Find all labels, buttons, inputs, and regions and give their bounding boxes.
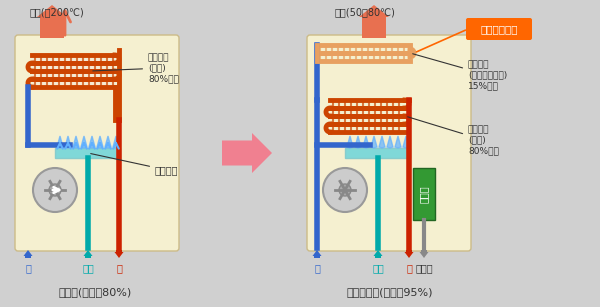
Text: 水: 水 (314, 263, 320, 273)
FancyArrow shape (404, 250, 413, 258)
Text: 湯: 湯 (116, 263, 122, 273)
FancyArrow shape (115, 250, 124, 258)
Circle shape (33, 168, 77, 212)
Polygon shape (65, 136, 71, 148)
Bar (345, 148, 410, 158)
FancyArrow shape (23, 250, 32, 258)
Text: 一次熱交
(銅製)
80%回収: 一次熱交 (銅製) 80%回収 (407, 117, 499, 155)
Text: 従来型(効率綄80%): 従来型(効率綄80%) (58, 287, 131, 297)
Polygon shape (81, 136, 87, 148)
FancyArrow shape (359, 5, 389, 38)
Bar (413, 168, 435, 220)
Polygon shape (113, 136, 119, 148)
Text: ガス: ガス (82, 263, 94, 273)
Text: 中和器: 中和器 (419, 185, 429, 203)
FancyBboxPatch shape (466, 18, 532, 40)
Polygon shape (73, 136, 79, 148)
FancyArrow shape (419, 250, 428, 258)
Polygon shape (355, 136, 361, 148)
Polygon shape (105, 136, 111, 148)
Text: 二次熱交
(ステンレス製)
15%回収: 二次熱交 (ステンレス製) 15%回収 (413, 54, 507, 90)
Polygon shape (403, 136, 409, 148)
Text: バーナー: バーナー (91, 154, 179, 175)
FancyArrow shape (373, 250, 383, 258)
FancyArrow shape (313, 250, 322, 258)
Text: 二次熱交換器: 二次熱交換器 (480, 24, 518, 34)
Polygon shape (97, 136, 103, 148)
Text: ガス: ガス (372, 263, 384, 273)
Circle shape (339, 184, 351, 196)
Polygon shape (395, 136, 401, 148)
Text: 潜熱回収型(効率綄95%): 潜熱回収型(効率綄95%) (347, 287, 433, 297)
FancyArrow shape (222, 133, 272, 173)
FancyBboxPatch shape (307, 35, 471, 251)
Text: 排気(50～80℃): 排気(50～80℃) (335, 7, 396, 17)
Circle shape (49, 184, 61, 196)
Text: 水: 水 (25, 263, 31, 273)
FancyArrow shape (37, 5, 67, 38)
Polygon shape (89, 136, 95, 148)
FancyBboxPatch shape (15, 35, 179, 251)
FancyArrow shape (83, 250, 92, 258)
Polygon shape (371, 136, 377, 148)
Polygon shape (387, 136, 393, 148)
Circle shape (323, 168, 367, 212)
Polygon shape (57, 136, 63, 148)
Text: 湯: 湯 (406, 263, 412, 273)
Polygon shape (379, 136, 385, 148)
Polygon shape (363, 136, 369, 148)
Polygon shape (347, 136, 353, 148)
Bar (55, 148, 120, 158)
Text: 排気(絏200℃): 排気(絏200℃) (30, 7, 85, 17)
Bar (32, 55, 115, 87)
Text: 一次熱交
(銅製)
80%回収: 一次熱交 (銅製) 80%回収 (93, 53, 179, 83)
Text: ドレン: ドレン (415, 263, 433, 273)
